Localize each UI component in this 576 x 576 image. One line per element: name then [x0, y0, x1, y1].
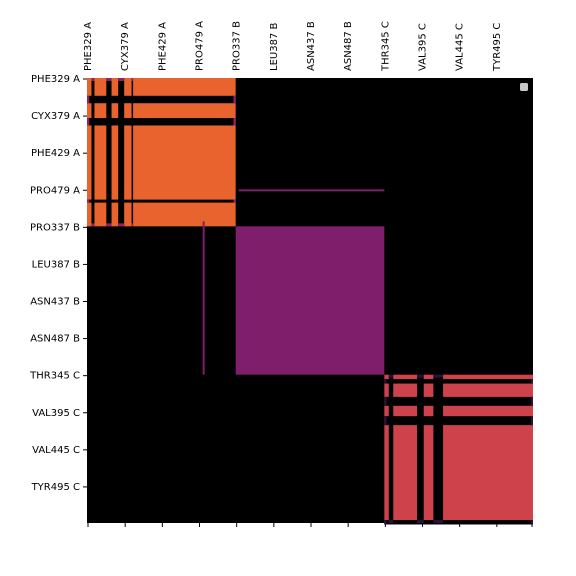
block-A-vedge-bottom-1: [106, 223, 112, 227]
block-C-vgap-1: [417, 374, 424, 523]
block-C-hedge-right-3: [530, 520, 533, 525]
x-tick-label-11: TYR495 C: [492, 23, 503, 72]
block-A-vedge-top-0: [91, 78, 95, 81]
block-A-vedge-bottom-2: [118, 223, 125, 227]
y-tick-label-2: PHE429 A: [31, 148, 80, 159]
block-C-hgap-0: [384, 379, 533, 384]
block-C-vgap-2: [433, 374, 444, 523]
block-A-vedge-top-2: [118, 78, 125, 81]
block-A-vedge-bottom-3: [131, 223, 134, 227]
x-tick-label-1: CYX379 A: [120, 22, 131, 71]
block-A-vgap-2: [118, 78, 125, 227]
y-tick-label-10: VAL445 C: [32, 445, 80, 456]
block-C-vedge-top-2: [433, 374, 444, 378]
block-A-hedge-right-2: [233, 199, 236, 203]
x-tick-label-8: THR345 C: [380, 21, 391, 72]
block-A-hedge-left-0: [87, 95, 90, 104]
block-B-left-line: [202, 221, 205, 375]
y-tick-label-0: PHE329 A: [31, 74, 80, 85]
block-C-hedge-right-2: [530, 416, 533, 426]
block-A-hedge-left-1: [87, 118, 90, 126]
block-C-vedge-top-0: [388, 374, 394, 378]
block-A-vgap-3: [131, 78, 134, 227]
y-tick-label-11: TYR495 C: [31, 482, 80, 493]
x-tick-label-2: PHE429 A: [157, 22, 168, 71]
block-A-vedge-bottom-0: [91, 223, 95, 227]
block-A-hedge-right-0: [233, 95, 236, 104]
block-A-vgap-1: [106, 78, 112, 227]
block-A-hgap-1: [87, 118, 236, 126]
x-tick-label-7: ASN487 B: [343, 21, 354, 71]
block-C-hedge-left-1: [384, 396, 387, 406]
block-B-top-line: [238, 189, 385, 192]
block-C-vedge-bottom-1: [417, 520, 424, 523]
block-C-hedge-left-3: [384, 520, 387, 525]
block-B: [235, 226, 385, 375]
y-tick-label-6: ASN437 B: [30, 297, 80, 308]
x-tick-label-6: ASN437 B: [306, 21, 317, 71]
x-tick-label-4: PRO337 B: [232, 21, 243, 71]
y-tick-label-3: PRO479 A: [30, 185, 80, 196]
block-A-hedge-right-1: [233, 118, 236, 126]
block-C-vedge-bottom-0: [388, 520, 394, 523]
x-tick-label-10: VAL445 C: [455, 23, 466, 71]
y-tick-label-4: PRO337 B: [30, 222, 80, 233]
block-A-vgap-0: [91, 78, 95, 227]
block-C-hgap-3: [384, 520, 533, 525]
x-tick-label-5: LEU387 B: [269, 23, 280, 71]
block-C-vedge-top-1: [417, 374, 424, 378]
block-C-hedge-right-0: [530, 379, 533, 384]
block-A-hgap-2: [87, 199, 236, 203]
y-tick-label-5: LEU387 B: [32, 259, 80, 270]
block-C-hgap-1: [384, 396, 533, 406]
block-A-vedge-top-3: [131, 78, 134, 81]
block-C-vgap-0: [388, 374, 394, 523]
block-A-hgap-0: [87, 95, 236, 104]
x-tick-label-9: VAL395 C: [418, 23, 429, 71]
block-A-vedge-top-1: [106, 78, 112, 81]
y-tick-label-8: THR345 C: [29, 371, 80, 382]
y-tick-label-7: ASN487 B: [30, 334, 80, 345]
block-C-hedge-right-1: [530, 396, 533, 406]
y-tick-label-9: VAL395 C: [32, 408, 80, 419]
y-tick-label-1: CYX379 A: [31, 111, 80, 122]
x-tick-label-3: PRO479 A: [195, 21, 206, 71]
block-C-vedge-bottom-2: [433, 520, 444, 523]
block-A-hedge-left-2: [87, 199, 90, 203]
block-C-hedge-left-2: [384, 416, 387, 426]
block-C-hgap-2: [384, 416, 533, 426]
x-tick-label-0: PHE329 A: [83, 22, 94, 71]
block-C-hedge-left-0: [384, 379, 387, 384]
legend-marker: [520, 83, 528, 91]
